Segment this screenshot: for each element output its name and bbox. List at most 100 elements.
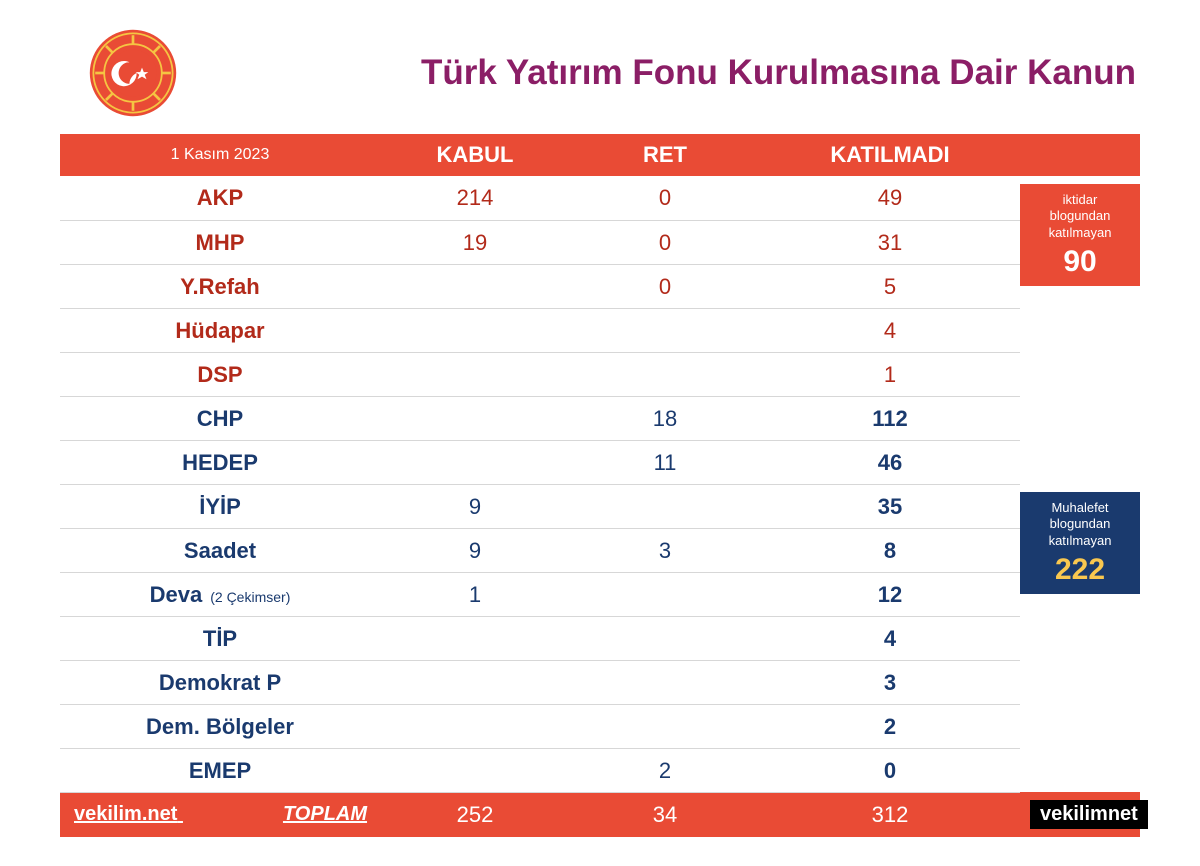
col-ret: RET [570,134,760,176]
cell-kabul [380,396,570,440]
gov-absent-box: iktidar blogundan katılmayan 90 [1020,184,1140,286]
cell-ret [570,308,760,352]
opp-box-value: 222 [1026,551,1134,589]
party-name: MHP [60,220,380,264]
table-row: AKP 214 0 49 iktidar blogundan katılmaya… [60,176,1140,220]
header-date: 1 Kasım 2023 [60,134,380,176]
cell-kabul: 9 [380,528,570,572]
cell-ret: 2 [570,748,760,792]
cell-kabul: 1 [380,572,570,616]
table-row: Deva (2 Çekimser) 1 12 [60,572,1140,616]
table-row: HEDEP 11 46 [60,440,1140,484]
cell-kabul [380,440,570,484]
col-kabul: KABUL [380,134,570,176]
vote-table: 1 Kasım 2023 KABUL RET KATILMADI AKP 214… [60,134,1140,837]
cell-ret: 3 [570,528,760,572]
side-empty [1020,352,1140,396]
opp-box-line: Muhalefet [1026,500,1134,516]
cell-ret [570,352,760,396]
party-name: Hüdapar [60,308,380,352]
gov-box-value: 90 [1026,243,1134,281]
opp-absent-box: Muhalefet blogundan katılmayan 222 [1020,492,1140,594]
cell-kabul [380,352,570,396]
cell-ret: 0 [570,264,760,308]
side-empty [1020,396,1140,440]
cell-katilmadi: 0 [760,748,1020,792]
gov-side: iktidar blogundan katılmayan 90 [1020,176,1140,352]
side-empty [1020,616,1140,660]
side-empty [1020,660,1140,704]
table-header: 1 Kasım 2023 KABUL RET KATILMADI [60,134,1140,176]
page-title: Türk Yatırım Fonu Kurulmasına Dair Kanun [178,53,1140,93]
side-empty [1020,704,1140,748]
cell-katilmadi: 4 [760,308,1020,352]
table-row: DSP 1 [60,352,1140,396]
party-name: Deva (2 Çekimser) [60,572,380,616]
table-row: İYİP 9 35 Muhalefet blogundan katılmayan… [60,484,1140,528]
gov-box-line: blogundan [1026,208,1134,224]
total-label: TOPLAM [283,803,367,825]
cell-katilmadi: 8 [760,528,1020,572]
brand-left-text: vekilim.net [74,803,177,825]
vote-infographic: Türk Yatırım Fonu Kurulmasına Dair Kanun… [0,0,1200,866]
brand-right-wrap: vekilimnet [1020,792,1140,837]
total-kabul: 252 [380,792,570,837]
opp-side: Muhalefet blogundan katılmayan 222 [1020,484,1140,616]
cell-kabul [380,264,570,308]
table-row: Saadet 9 3 8 [60,528,1140,572]
cell-katilmadi: 35 [760,484,1020,528]
opp-box-line: blogundan [1026,516,1134,532]
col-katilmadi: KATILMADI [760,134,1020,176]
cell-ret [570,660,760,704]
cell-kabul [380,616,570,660]
cell-katilmadi: 46 [760,440,1020,484]
total-katilmadi: 312 [760,792,1020,837]
table-row: TİP 4 [60,616,1140,660]
cell-ret: 0 [570,220,760,264]
table-row: MHP 19 0 31 [60,220,1140,264]
party-name: Dem. Bölgeler [60,704,380,748]
cell-ret: 11 [570,440,760,484]
party-name: İYİP [60,484,380,528]
cell-katilmadi: 31 [760,220,1020,264]
cell-katilmadi: 3 [760,660,1020,704]
cell-ret [570,572,760,616]
cell-katilmadi: 2 [760,704,1020,748]
opp-box-line: katılmayan [1026,533,1134,549]
party-name: Y.Refah [60,264,380,308]
party-name-text: Deva [150,582,203,608]
table-row: Dem. Bölgeler 2 [60,704,1140,748]
brand-right: vekilimnet [1030,800,1148,829]
party-name: DSP [60,352,380,396]
party-name: Saadet [60,528,380,572]
table-row: CHP 18 112 [60,396,1140,440]
side-empty [1020,440,1140,484]
table-footer: vekilim.net TOPLAM 252 34 312 vekilimnet [60,792,1140,837]
table-row: Hüdapar 4 [60,308,1140,352]
cell-ret [570,704,760,748]
cell-katilmadi: 5 [760,264,1020,308]
cell-katilmadi: 112 [760,396,1020,440]
cell-ret [570,484,760,528]
cell-ret: 0 [570,176,760,220]
col-spacer [1020,134,1140,176]
table-row: Demokrat P 3 [60,660,1140,704]
cell-kabul: 9 [380,484,570,528]
cell-katilmadi: 1 [760,352,1020,396]
party-name: HEDEP [60,440,380,484]
cell-kabul [380,704,570,748]
cell-katilmadi: 49 [760,176,1020,220]
cell-ret: 18 [570,396,760,440]
party-name: AKP [60,176,380,220]
gov-box-line: iktidar [1026,192,1134,208]
table-row: Y.Refah 0 5 [60,264,1140,308]
cell-kabul: 19 [380,220,570,264]
cell-kabul: 214 [380,176,570,220]
tbmm-emblem [88,28,178,118]
cell-katilmadi: 12 [760,572,1020,616]
brand-left: vekilim.net TOPLAM [60,792,380,837]
party-name: TİP [60,616,380,660]
party-name: Demokrat P [60,660,380,704]
party-name: EMEP [60,748,380,792]
gov-box-line: katılmayan [1026,225,1134,241]
